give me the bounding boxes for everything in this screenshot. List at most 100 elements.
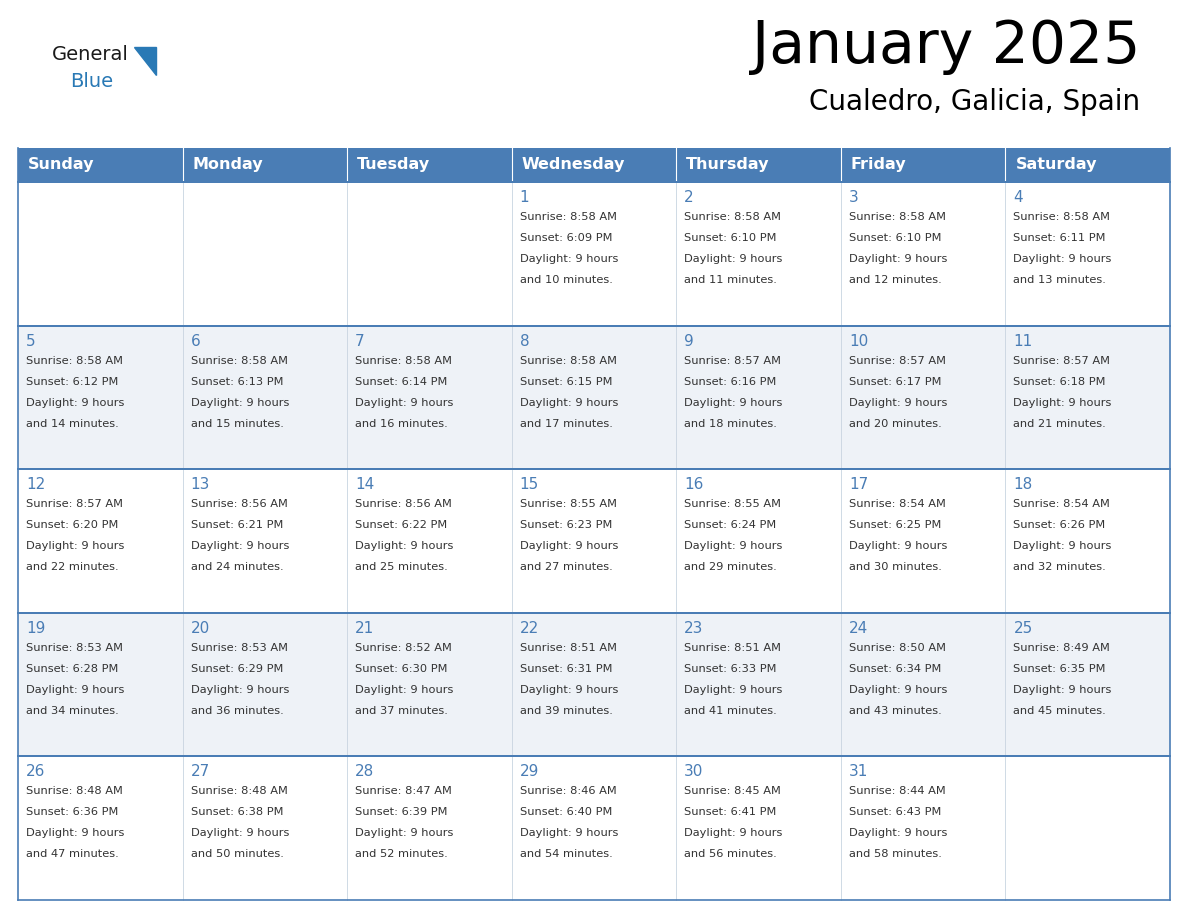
- Text: and 29 minutes.: and 29 minutes.: [684, 562, 777, 572]
- Text: 16: 16: [684, 477, 703, 492]
- Text: Sunrise: 8:55 AM: Sunrise: 8:55 AM: [519, 499, 617, 509]
- Text: Sunset: 6:20 PM: Sunset: 6:20 PM: [26, 521, 119, 531]
- Text: and 39 minutes.: and 39 minutes.: [519, 706, 613, 716]
- Text: Sunset: 6:09 PM: Sunset: 6:09 PM: [519, 233, 612, 243]
- Text: Sunset: 6:30 PM: Sunset: 6:30 PM: [355, 664, 448, 674]
- Text: Daylight: 9 hours: Daylight: 9 hours: [849, 254, 947, 264]
- Bar: [1005, 469, 1170, 613]
- Text: Daylight: 9 hours: Daylight: 9 hours: [190, 828, 289, 838]
- Bar: [841, 182, 1005, 326]
- Bar: [1005, 148, 1170, 182]
- Text: and 30 minutes.: and 30 minutes.: [849, 562, 942, 572]
- Text: Sunrise: 8:56 AM: Sunrise: 8:56 AM: [355, 499, 451, 509]
- Text: 11: 11: [1013, 333, 1032, 349]
- Bar: [676, 148, 841, 182]
- Bar: [183, 148, 347, 182]
- Text: Sunrise: 8:57 AM: Sunrise: 8:57 AM: [1013, 355, 1111, 365]
- Text: and 14 minutes.: and 14 minutes.: [26, 419, 119, 429]
- Text: Sunrise: 8:51 AM: Sunrise: 8:51 AM: [519, 643, 617, 653]
- Text: Daylight: 9 hours: Daylight: 9 hours: [355, 397, 454, 408]
- Text: Daylight: 9 hours: Daylight: 9 hours: [519, 828, 618, 838]
- Text: and 15 minutes.: and 15 minutes.: [190, 419, 284, 429]
- Text: Sunset: 6:24 PM: Sunset: 6:24 PM: [684, 521, 777, 531]
- Text: Sunset: 6:10 PM: Sunset: 6:10 PM: [684, 233, 777, 243]
- Text: Sunrise: 8:58 AM: Sunrise: 8:58 AM: [1013, 212, 1111, 222]
- Text: Daylight: 9 hours: Daylight: 9 hours: [355, 828, 454, 838]
- Text: Daylight: 9 hours: Daylight: 9 hours: [190, 685, 289, 695]
- Text: Sunrise: 8:58 AM: Sunrise: 8:58 AM: [190, 355, 287, 365]
- Text: Sunset: 6:15 PM: Sunset: 6:15 PM: [519, 376, 612, 386]
- Text: and 27 minutes.: and 27 minutes.: [519, 562, 613, 572]
- Text: Daylight: 9 hours: Daylight: 9 hours: [519, 542, 618, 551]
- Bar: [347, 326, 512, 469]
- Text: Daylight: 9 hours: Daylight: 9 hours: [1013, 685, 1112, 695]
- Bar: [841, 469, 1005, 613]
- Text: and 58 minutes.: and 58 minutes.: [849, 849, 942, 859]
- Text: Sunrise: 8:52 AM: Sunrise: 8:52 AM: [355, 643, 451, 653]
- Bar: [347, 613, 512, 756]
- Bar: [18, 613, 183, 756]
- Text: Daylight: 9 hours: Daylight: 9 hours: [1013, 254, 1112, 264]
- Text: Sunset: 6:18 PM: Sunset: 6:18 PM: [1013, 376, 1106, 386]
- Bar: [512, 148, 676, 182]
- Text: 12: 12: [26, 477, 45, 492]
- Text: Sunset: 6:28 PM: Sunset: 6:28 PM: [26, 664, 119, 674]
- Text: and 12 minutes.: and 12 minutes.: [849, 275, 942, 285]
- Text: Sunrise: 8:46 AM: Sunrise: 8:46 AM: [519, 787, 617, 797]
- Text: 1: 1: [519, 190, 530, 205]
- Bar: [18, 756, 183, 900]
- Text: Blue: Blue: [70, 72, 113, 91]
- Text: 23: 23: [684, 621, 703, 636]
- Text: Sunday: Sunday: [29, 158, 95, 173]
- Text: 7: 7: [355, 333, 365, 349]
- Text: 31: 31: [849, 765, 868, 779]
- Text: Daylight: 9 hours: Daylight: 9 hours: [355, 542, 454, 551]
- Bar: [183, 182, 347, 326]
- Text: Cualedro, Galicia, Spain: Cualedro, Galicia, Spain: [809, 88, 1140, 116]
- Text: General: General: [52, 45, 128, 64]
- Bar: [183, 613, 347, 756]
- Text: and 18 minutes.: and 18 minutes.: [684, 419, 777, 429]
- Text: and 54 minutes.: and 54 minutes.: [519, 849, 613, 859]
- Text: Sunrise: 8:58 AM: Sunrise: 8:58 AM: [26, 355, 124, 365]
- Text: Sunrise: 8:45 AM: Sunrise: 8:45 AM: [684, 787, 782, 797]
- Text: Sunrise: 8:49 AM: Sunrise: 8:49 AM: [1013, 643, 1111, 653]
- Text: and 13 minutes.: and 13 minutes.: [1013, 275, 1106, 285]
- Text: Sunrise: 8:55 AM: Sunrise: 8:55 AM: [684, 499, 782, 509]
- Text: Daylight: 9 hours: Daylight: 9 hours: [26, 685, 125, 695]
- Bar: [18, 469, 183, 613]
- Text: 26: 26: [26, 765, 45, 779]
- Text: Sunset: 6:40 PM: Sunset: 6:40 PM: [519, 808, 612, 817]
- Text: 14: 14: [355, 477, 374, 492]
- Text: and 45 minutes.: and 45 minutes.: [1013, 706, 1106, 716]
- Text: 3: 3: [849, 190, 859, 205]
- Bar: [676, 469, 841, 613]
- Text: Sunset: 6:39 PM: Sunset: 6:39 PM: [355, 808, 448, 817]
- Text: Sunrise: 8:58 AM: Sunrise: 8:58 AM: [684, 212, 782, 222]
- Text: Daylight: 9 hours: Daylight: 9 hours: [26, 542, 125, 551]
- Text: 6: 6: [190, 333, 201, 349]
- Text: Sunrise: 8:53 AM: Sunrise: 8:53 AM: [190, 643, 287, 653]
- Text: Sunrise: 8:54 AM: Sunrise: 8:54 AM: [1013, 499, 1111, 509]
- Bar: [512, 469, 676, 613]
- Text: Daylight: 9 hours: Daylight: 9 hours: [684, 685, 783, 695]
- Text: 28: 28: [355, 765, 374, 779]
- Text: and 37 minutes.: and 37 minutes.: [355, 706, 448, 716]
- Text: Sunset: 6:23 PM: Sunset: 6:23 PM: [519, 521, 612, 531]
- Text: 22: 22: [519, 621, 539, 636]
- Text: Friday: Friday: [851, 158, 906, 173]
- Bar: [1005, 613, 1170, 756]
- Text: Daylight: 9 hours: Daylight: 9 hours: [1013, 542, 1112, 551]
- Text: and 52 minutes.: and 52 minutes.: [355, 849, 448, 859]
- Text: Sunset: 6:41 PM: Sunset: 6:41 PM: [684, 808, 777, 817]
- Bar: [18, 148, 183, 182]
- Text: Sunset: 6:14 PM: Sunset: 6:14 PM: [355, 376, 448, 386]
- Text: Sunset: 6:12 PM: Sunset: 6:12 PM: [26, 376, 119, 386]
- Text: Sunrise: 8:50 AM: Sunrise: 8:50 AM: [849, 643, 946, 653]
- Bar: [512, 326, 676, 469]
- Text: Daylight: 9 hours: Daylight: 9 hours: [26, 828, 125, 838]
- Bar: [1005, 756, 1170, 900]
- Text: Sunrise: 8:48 AM: Sunrise: 8:48 AM: [26, 787, 122, 797]
- Text: 9: 9: [684, 333, 694, 349]
- Text: Daylight: 9 hours: Daylight: 9 hours: [190, 397, 289, 408]
